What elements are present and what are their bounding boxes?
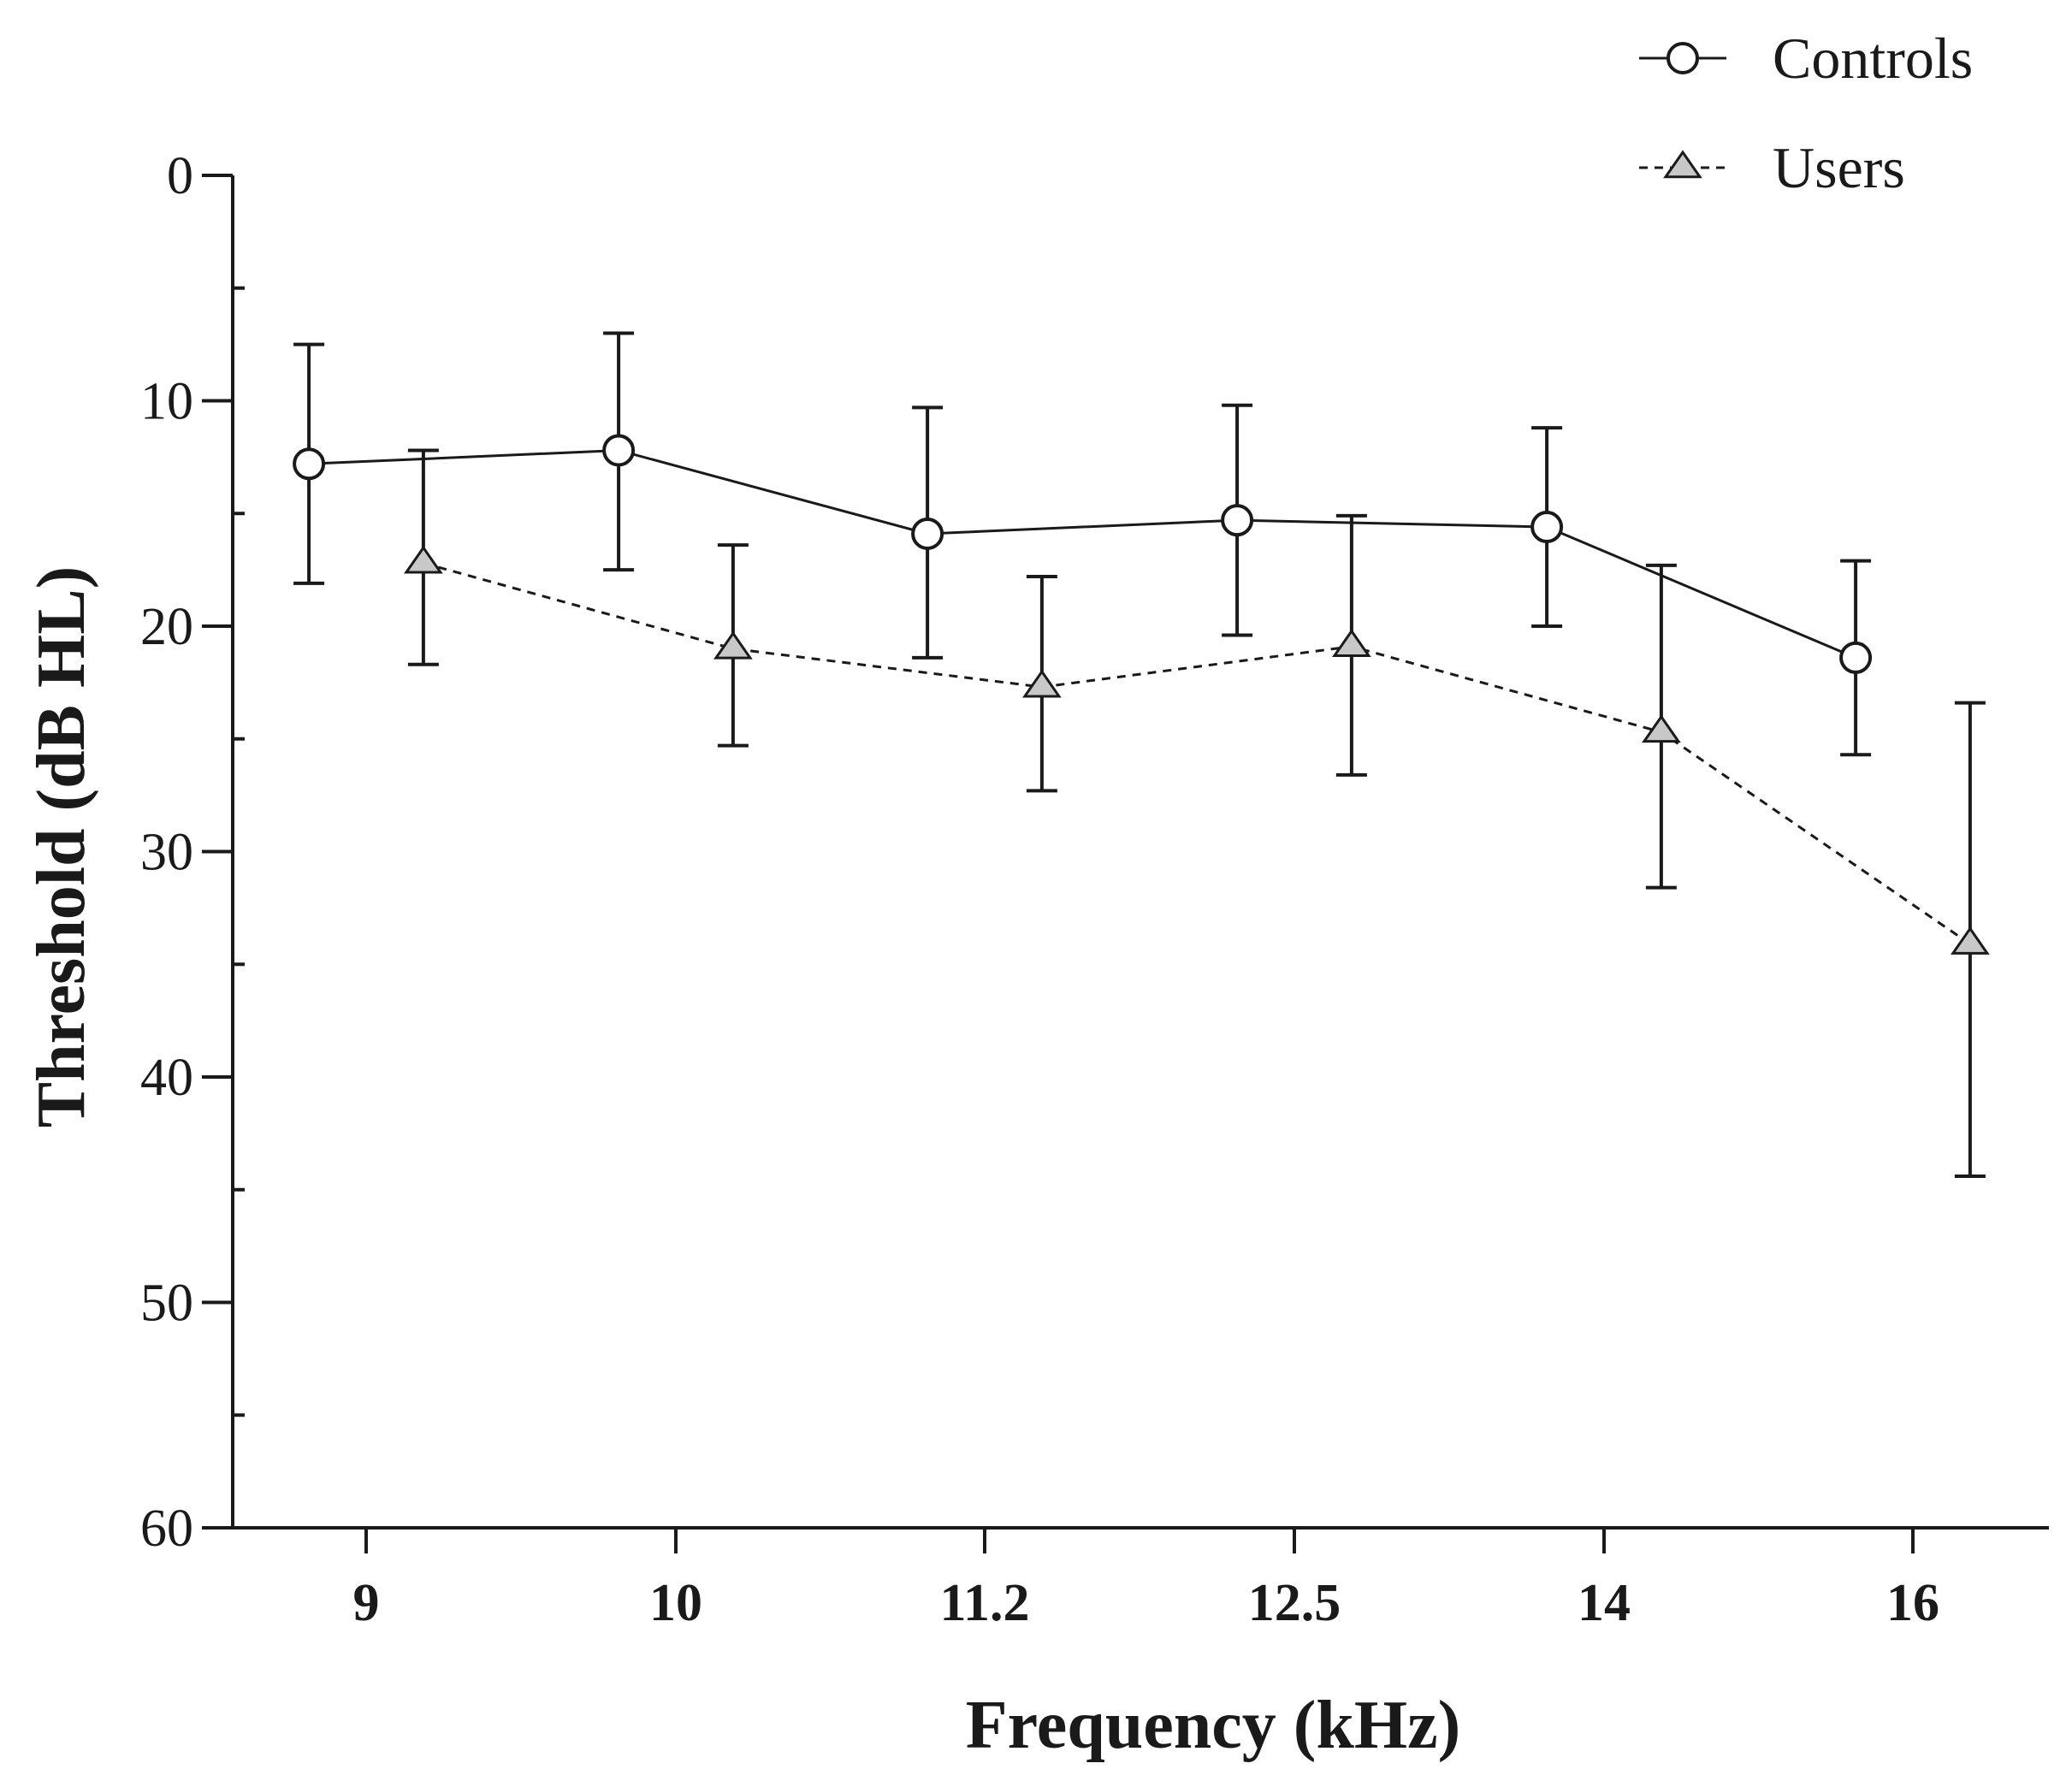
users-series-line [423, 561, 1971, 945]
x-tick-label: 12.5 [1248, 1574, 1341, 1632]
legend-controls-marker [1666, 42, 1699, 74]
legend-users-marker [1663, 150, 1702, 179]
controls-point [911, 517, 944, 550]
legend-users-label: Users [1773, 135, 1905, 200]
x-tick-label: 11.2 [939, 1574, 1029, 1632]
x-tick-label: 9 [353, 1574, 380, 1632]
legend-controls-label: Controls [1773, 26, 1973, 91]
users-point [1642, 714, 1681, 743]
x-tick-label: 16 [1886, 1574, 1939, 1632]
y-tick-label: 20 [140, 598, 193, 656]
controls-point [602, 434, 636, 467]
users-point [1022, 669, 1062, 698]
controls-point [1221, 504, 1254, 537]
x-tick-label: 10 [649, 1574, 702, 1632]
controls-point [1530, 511, 1564, 544]
controls-point [293, 447, 326, 481]
x-tick-label: 14 [1578, 1574, 1631, 1632]
y-tick-label: 60 [140, 1500, 193, 1558]
legend: Controls Users [1639, 26, 1973, 200]
y-axis-title: Threshold (dB HL) [24, 566, 99, 1127]
users-point [404, 545, 443, 574]
y-tick-label: 50 [140, 1275, 193, 1333]
users-point [713, 630, 753, 660]
controls-point [1839, 641, 1873, 674]
users-point [1951, 926, 1990, 955]
y-tick-label: 0 [167, 147, 193, 205]
axes-layer: 0 10 20 30 40 50 60 9 10 11.2 12.5 14 16 [140, 147, 2049, 1632]
x-axis-title: Frequency (kHz) [966, 1688, 1460, 1763]
y-tick-label: 10 [140, 373, 193, 431]
users-point [1332, 629, 1371, 658]
controls-series-line [309, 448, 1856, 660]
y-tick-label: 40 [140, 1049, 193, 1107]
y-tick-label: 30 [140, 824, 193, 882]
series-layer [293, 331, 1990, 1178]
